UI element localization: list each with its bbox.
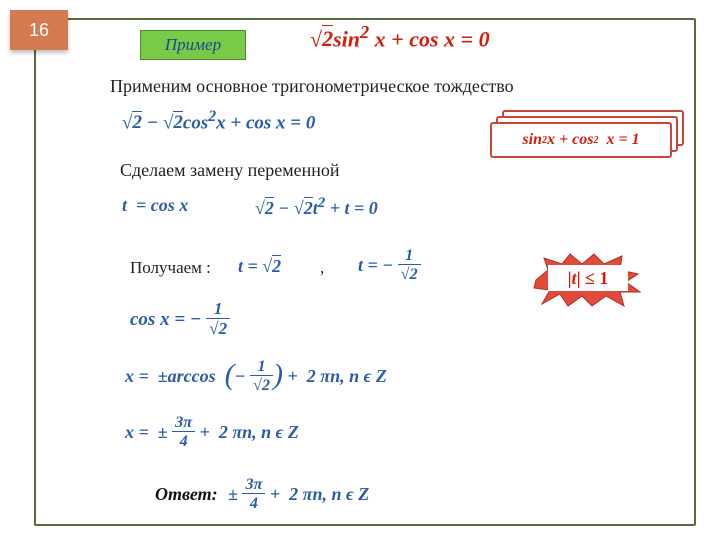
identity-box: sin2 x + cos2 x = 1 <box>490 122 672 158</box>
text-apply-identity: Применим основное тригонометрическое тож… <box>110 76 514 97</box>
equation-step1: √2 − √2cos2x + cos x = 0 <box>122 108 315 134</box>
equation-sub2: √2 − √2t2 + t = 0 <box>255 195 378 219</box>
example-label: Пример <box>140 30 246 60</box>
answer-line: Ответ: ± 3π4 + 2 πn, n ϵ Z <box>155 478 369 513</box>
answer-label: Ответ: <box>155 484 218 504</box>
slide: 16 Пример √2sin2 x + cos x = 0 Применим … <box>0 0 720 540</box>
equation-cosx: cos x = − 1√2 <box>130 302 230 339</box>
equation-x1: x = ±arccos (− 1√2) + 2 πn, n ϵ Z <box>125 356 387 396</box>
comma: , <box>320 258 324 278</box>
equation-sub1: t = cos x <box>122 195 188 216</box>
page-number-badge: 16 <box>10 10 68 50</box>
text-substitution: Сделаем замену переменной <box>120 160 340 181</box>
identity-box-stack: sin2 x + cos2 x = 1 <box>490 110 680 164</box>
equation-t2: t = − 1√2 <box>358 249 421 284</box>
condition-starburst: |t| ≤ 1 <box>532 252 642 308</box>
title-equation: √2sin2 x + cos x = 0 <box>310 22 490 52</box>
text-we-get: Получаем : <box>130 258 211 278</box>
condition-label: |t| ≤ 1 <box>548 265 628 291</box>
equation-t1: t = √2 <box>238 256 281 277</box>
equation-x2: x = ± 3π4 + 2 πn, n ϵ Z <box>125 416 299 451</box>
